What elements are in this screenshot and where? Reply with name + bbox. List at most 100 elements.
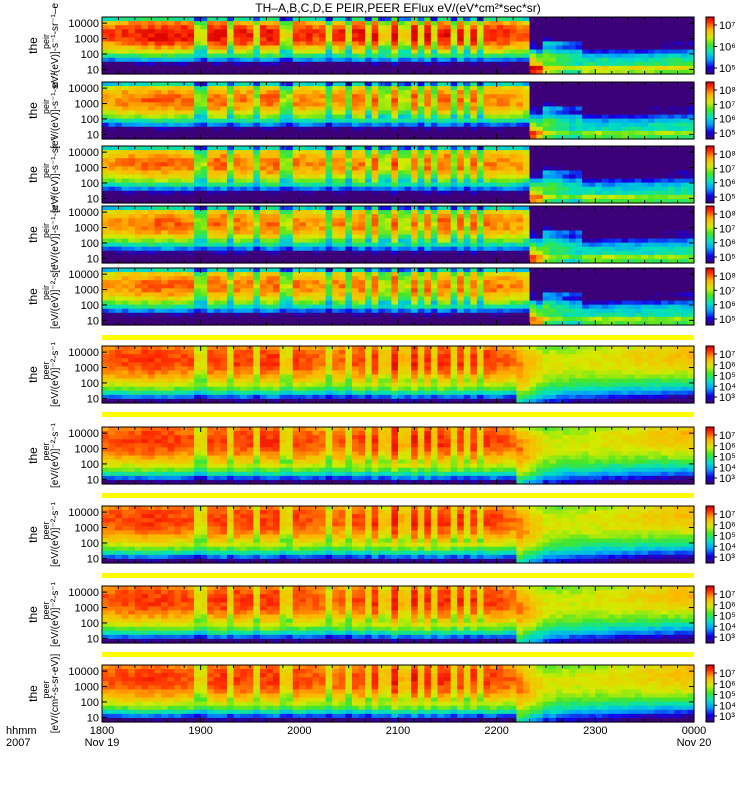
- heatmap-cell: [234, 17, 241, 22]
- heatmap-cell: [194, 111, 201, 116]
- heatmap-cell: [398, 166, 405, 171]
- heatmap-cell: [372, 33, 379, 38]
- heatmap-cell: [181, 106, 188, 111]
- heatmap-cell: [608, 66, 615, 71]
- heatmap-cell: [188, 119, 195, 124]
- heatmap-cell: [168, 166, 175, 171]
- heatmap-cell: [464, 98, 471, 103]
- heatmap-cell: [109, 127, 116, 132]
- heatmap-cell: [530, 158, 537, 163]
- heatmap-cell: [418, 170, 425, 175]
- heatmap-cell: [451, 123, 458, 128]
- heatmap-cell: [549, 111, 556, 116]
- heatmap-cell: [319, 187, 326, 192]
- heatmap-cell: [530, 25, 537, 30]
- heatmap-cell: [615, 90, 622, 95]
- heatmap-cell: [253, 58, 260, 63]
- heatmap-cell: [530, 46, 537, 51]
- heatmap-cell: [648, 94, 655, 99]
- heatmap-cell: [326, 255, 333, 260]
- heatmap-cell: [378, 195, 385, 200]
- heatmap-cell: [562, 82, 569, 87]
- heatmap-cell: [365, 183, 372, 188]
- heatmap-cell: [365, 166, 372, 171]
- heatmap-cell: [253, 46, 260, 51]
- heatmap-cell: [293, 191, 300, 196]
- heatmap-cell: [405, 226, 412, 231]
- heatmap-cell: [674, 106, 681, 111]
- heatmap-cell: [648, 86, 655, 91]
- heatmap-cell: [286, 50, 293, 55]
- heatmap-cell: [365, 154, 372, 159]
- heatmap-cell: [470, 170, 477, 175]
- heatmap-cell: [437, 170, 444, 175]
- heatmap-cell: [359, 150, 366, 155]
- heatmap-cell: [378, 33, 385, 38]
- heatmap-cell: [102, 170, 109, 175]
- heatmap-cell: [207, 46, 214, 51]
- heatmap-cell: [188, 170, 195, 175]
- heatmap-cell: [345, 86, 352, 91]
- heatmap-cell: [280, 106, 287, 111]
- heatmap-cell: [622, 21, 629, 26]
- heatmap-cell: [405, 179, 412, 184]
- heatmap-cell: [194, 235, 201, 240]
- heatmap-cell: [181, 119, 188, 124]
- heatmap-cell: [464, 37, 471, 42]
- heatmap-cell: [648, 119, 655, 124]
- heatmap-cell: [437, 29, 444, 34]
- heatmap-cell: [345, 235, 352, 240]
- heatmap-cell: [510, 41, 517, 46]
- heatmap-cell: [398, 123, 405, 128]
- heatmap-cell: [174, 150, 181, 155]
- heatmap-cell: [451, 187, 458, 192]
- heatmap-cell: [655, 25, 662, 30]
- heatmap-cell: [286, 239, 293, 244]
- heatmap-cell: [312, 251, 319, 256]
- heatmap-cell: [306, 58, 313, 63]
- heatmap-cell: [484, 166, 491, 171]
- heatmap-cell: [194, 58, 201, 63]
- heatmap-cell: [135, 41, 142, 46]
- heatmap-cell: [319, 146, 326, 151]
- heatmap-cell: [569, 25, 576, 30]
- heatmap-cell: [470, 29, 477, 34]
- heatmap-cell: [641, 131, 648, 136]
- heatmap-cell: [181, 58, 188, 63]
- heatmap-cell: [378, 131, 385, 136]
- heatmap-cell: [234, 162, 241, 167]
- heatmap-cell: [135, 214, 142, 219]
- heatmap-cell: [306, 162, 313, 167]
- heatmap-cell: [280, 123, 287, 128]
- heatmap-cell: [497, 230, 504, 235]
- heatmap-cell: [141, 131, 148, 136]
- heatmap-cell: [470, 222, 477, 227]
- heatmap-cell: [299, 146, 306, 151]
- heatmap-cell: [523, 170, 530, 175]
- heatmap-cell: [398, 41, 405, 46]
- heatmap-cell: [345, 183, 352, 188]
- heatmap-cell: [234, 179, 241, 184]
- heatmap-cell: [418, 127, 425, 132]
- heatmap-cell: [490, 119, 497, 124]
- heatmap-cell: [424, 166, 431, 171]
- heatmap-cell: [608, 115, 615, 120]
- heatmap-cell: [194, 175, 201, 180]
- heatmap-cell: [562, 86, 569, 91]
- heatmap-cell: [635, 162, 642, 167]
- heatmap-cell: [293, 179, 300, 184]
- heatmap-cell: [457, 179, 464, 184]
- heatmap-cell: [549, 187, 556, 192]
- heatmap-cell: [668, 179, 675, 184]
- heatmap-cell: [490, 46, 497, 51]
- heatmap-cell: [253, 247, 260, 252]
- heatmap-cell: [260, 29, 267, 34]
- heatmap-cell: [266, 218, 273, 223]
- heatmap-cell: [332, 154, 339, 159]
- heatmap-cell: [161, 29, 168, 34]
- heatmap-cell: [109, 222, 116, 227]
- heatmap-cell: [234, 86, 241, 91]
- heatmap-cell: [516, 82, 523, 87]
- heatmap-cell: [648, 66, 655, 71]
- heatmap-cell: [372, 187, 379, 192]
